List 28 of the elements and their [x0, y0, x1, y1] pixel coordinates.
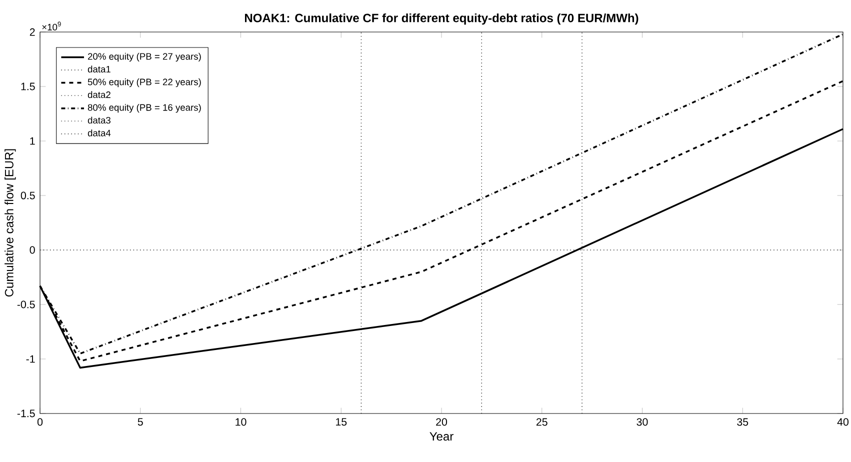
x-tick-label: 35: [737, 418, 748, 426]
legend-label: 80% equity (PB = 16 years): [88, 104, 201, 113]
y-tick-label: 2: [30, 28, 35, 36]
x-tick-label: 15: [336, 418, 347, 426]
y-tick-label: 1.5: [21, 83, 35, 90]
y-tick-label: 1: [30, 138, 35, 145]
legend-label: data1: [88, 66, 110, 73]
x-tick-label: 25: [536, 418, 548, 426]
y-tick-label: 0: [30, 246, 35, 254]
text: ×10$^{9}$: [42, 22, 61, 31]
x-tick-label: 5: [138, 418, 143, 426]
y-tick-label: -1.5: [17, 410, 35, 418]
y-tick-label: -1: [26, 356, 35, 363]
y-axis-title: Cumulative cash flow [EUR]: [4, 149, 16, 297]
y-tick-label: 0.5: [20, 192, 35, 200]
x-tick-label: 40: [837, 418, 849, 426]
y-tick-label: -0.5: [17, 300, 35, 309]
legend-label: data2: [88, 91, 110, 98]
x-tick-label: 10: [236, 418, 246, 426]
chart-title: NOAK1: Cumulative CF for different equity-debt ratios (70 EUR/MWh): [244, 14, 638, 25]
x-axis-title: Year: [430, 432, 454, 441]
legend-label: data3: [88, 116, 110, 124]
legend-label: 20% equity (PB = 27 years): [88, 53, 201, 62]
x-tick-label: 0: [37, 418, 43, 426]
x-tick-label: 20: [436, 418, 448, 426]
legend-label: data4: [88, 130, 111, 137]
x-tick-label: 30: [636, 418, 648, 426]
legend-label: 50% equity (PB = 22 years): [88, 78, 201, 88]
